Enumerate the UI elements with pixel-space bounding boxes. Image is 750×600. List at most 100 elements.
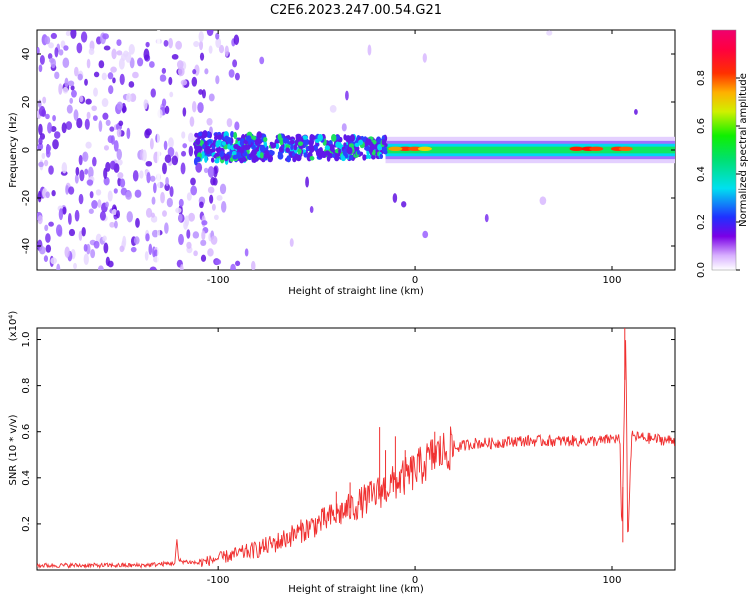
- heatmap-cell: [93, 87, 98, 97]
- heatmap-cell: [290, 143, 294, 151]
- heatmap-hotspot: [569, 146, 584, 151]
- heatmap-cell: [162, 210, 167, 217]
- x-tick-label: 100: [602, 575, 621, 586]
- heatmap-cell: [85, 141, 92, 149]
- heatmap-cell: [55, 224, 63, 237]
- heatmap-cell: [102, 235, 107, 242]
- heatmap-cell: [143, 99, 148, 110]
- heatmap-cell: [150, 212, 155, 218]
- heatmap-cell: [358, 139, 364, 146]
- heatmap-cell: [159, 74, 167, 82]
- heatmap-cell: [119, 178, 126, 188]
- heatmap-cell: [142, 149, 147, 162]
- heatmap-cell: [76, 117, 83, 129]
- heatmap-cell: [61, 122, 67, 134]
- heatmap-cell: [109, 126, 115, 132]
- heatmap-cell: [207, 186, 215, 194]
- heatmap-cell: [377, 144, 382, 151]
- heatmap-cell: [145, 233, 150, 242]
- heatmap-cell: [539, 196, 547, 205]
- heatmap-cell: [234, 121, 240, 131]
- heatmap-cell: [51, 190, 56, 197]
- heatmap-cell: [103, 145, 110, 151]
- heatmap-cell: [84, 168, 89, 175]
- heatmap-cell: [38, 161, 44, 168]
- heatmap-cell: [210, 176, 216, 186]
- heatmap-cell: [88, 48, 95, 56]
- heatmap-cell: [219, 183, 227, 195]
- heatmap-cell: [370, 154, 376, 160]
- heatmap-cell: [225, 136, 232, 143]
- heatmap-cell: [239, 140, 244, 146]
- figure-title: C2E6.2023.247.00.54.G21: [270, 3, 442, 18]
- heatmap-cell: [88, 208, 94, 214]
- heatmap-cell: [139, 170, 144, 179]
- heatmap-cell: [73, 109, 79, 121]
- heatmap-cell: [295, 135, 300, 141]
- heatmap-cell: [201, 230, 206, 241]
- heatmap-cell: [208, 45, 213, 54]
- heatmap-cell: [126, 211, 133, 223]
- heatmap-cell: [38, 64, 43, 73]
- heatmap-cell: [294, 153, 299, 160]
- heatmap-cell: [116, 50, 123, 56]
- heatmap-cell: [64, 246, 70, 258]
- heatmap-cell: [362, 154, 367, 161]
- heatmap-cell: [45, 191, 50, 199]
- heatmap-cell: [37, 142, 44, 151]
- heatmap-cell: [200, 254, 207, 262]
- heatmap-cell: [354, 145, 360, 152]
- heatmap-cell: [111, 48, 117, 60]
- heatmap-cell: [176, 60, 184, 69]
- heatmap-cell: [198, 31, 204, 43]
- snr-y-axis-label: SNR (10 * v/v): [8, 414, 19, 485]
- heatmap-cell: [634, 108, 638, 115]
- heatmap-cell: [134, 189, 142, 198]
- heatmap-cell: [180, 79, 188, 86]
- heatmap-cell: [422, 230, 429, 239]
- heatmap-cell: [191, 101, 197, 113]
- heatmap-cell: [149, 138, 154, 150]
- heatmap-cell: [125, 191, 132, 200]
- heatmap-cell: [50, 58, 56, 69]
- heatmap-cell: [215, 259, 222, 265]
- heatmap-cell: [52, 139, 59, 150]
- colorbar-gradient: [711, 29, 737, 271]
- y-tick-label: 0.2: [21, 516, 32, 532]
- heatmap-cell: [137, 57, 144, 67]
- heatmap-cell: [186, 192, 192, 201]
- heatmap-cell: [227, 143, 231, 150]
- heatmap-cell: [38, 123, 43, 136]
- heatmap-cell: [83, 253, 89, 266]
- heatmap-cell: [37, 46, 40, 55]
- heatmap-cell: [129, 57, 135, 69]
- heatmap-cell: [67, 80, 75, 87]
- heatmap-cell: [190, 185, 198, 196]
- heatmap-cell: [285, 147, 290, 153]
- heatmap-cell: [216, 195, 223, 201]
- heatmap-cell: [304, 138, 309, 146]
- heatmap-cell: [43, 159, 49, 167]
- heatmap-cell: [145, 128, 152, 136]
- heatmap-cell: [183, 220, 188, 230]
- heatmap-cell: [70, 30, 77, 39]
- heatmap-cell: [62, 57, 70, 69]
- x-tick-label: 0: [412, 275, 418, 286]
- heatmap-cell: [75, 166, 80, 176]
- heatmap-cell: [114, 220, 118, 229]
- heatmap-cell: [122, 105, 127, 113]
- heatmap-cell: [44, 224, 49, 232]
- heatmap-cell: [207, 166, 215, 178]
- heatmap-cell: [67, 213, 72, 225]
- heatmap-cell: [76, 42, 83, 54]
- heatmap-cell: [167, 146, 175, 157]
- y-tick-label: 20: [21, 96, 32, 109]
- heatmap-cell: [181, 150, 187, 157]
- heatmap-cell: [382, 146, 388, 153]
- heatmap-cell: [98, 265, 104, 270]
- heatmap-cell: [112, 77, 116, 84]
- heatmap-cell: [329, 144, 335, 150]
- heatmap-cell: [371, 143, 376, 150]
- heatmap-hotspot: [408, 146, 423, 151]
- heatmap-cell: [164, 105, 170, 115]
